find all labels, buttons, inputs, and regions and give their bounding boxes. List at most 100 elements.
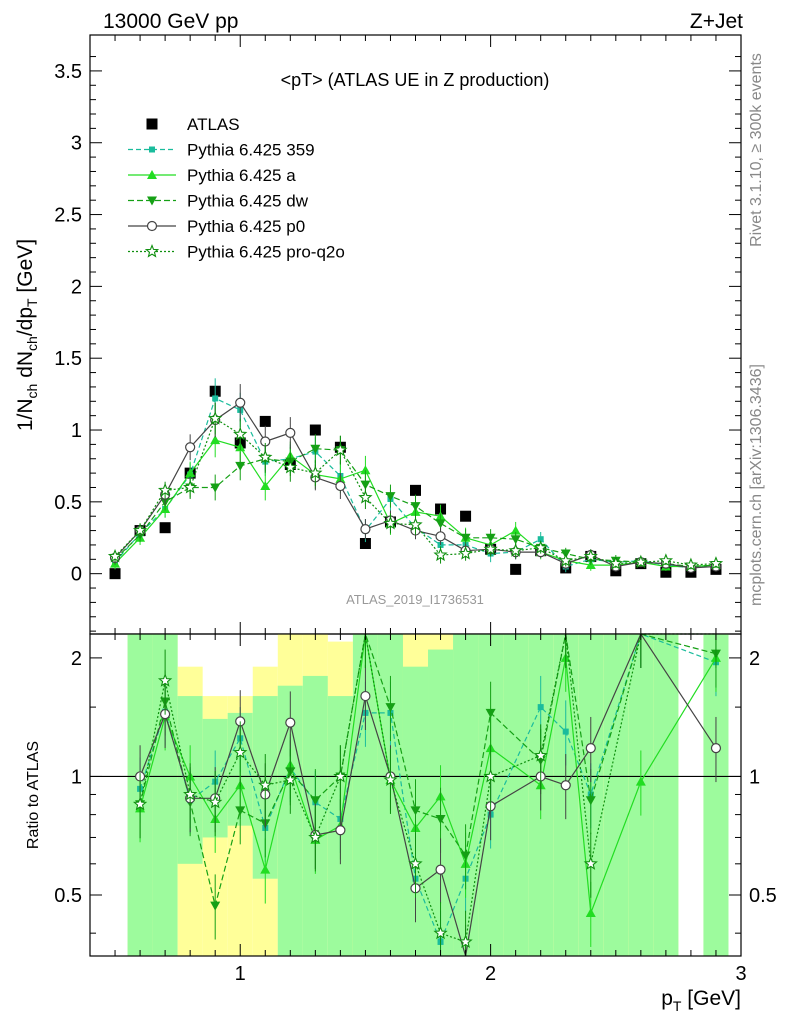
legend-marker — [146, 220, 158, 232]
top-ticks: 0 0.5 1 1.5 2 2.5 3 3.5 — [54, 35, 742, 634]
y-tick-label: 3.5 — [54, 61, 82, 83]
ratio-line — [139, 633, 717, 914]
series-p359 — [112, 378, 719, 573]
mc-point — [132, 523, 148, 537]
data-point — [309, 424, 321, 436]
mc-point — [308, 465, 323, 480]
ratio-point — [208, 794, 223, 809]
y-tick-label: 0 — [71, 564, 82, 586]
mc-point — [508, 543, 523, 557]
legend-label: Pythia 6.425 p0 — [187, 217, 305, 236]
mcplots-label: mcplots.cern.ch [arXiv:1306.3436] — [748, 364, 765, 606]
legend-marker — [149, 146, 155, 153]
ratio-point — [458, 934, 473, 949]
mc-point — [485, 533, 496, 543]
data-point — [259, 415, 271, 427]
ratio-point — [360, 690, 371, 702]
y-tick-label: 2.5 — [54, 205, 82, 227]
ratio-plot-frame — [89, 633, 742, 957]
x-axis-label: pT [GeV] — [661, 987, 741, 1014]
mc-point — [358, 490, 373, 504]
ratio-point — [335, 825, 346, 836]
ratio-point — [308, 829, 323, 844]
data-point — [359, 538, 371, 550]
band-green — [603, 634, 629, 956]
y-tick-label: 1 — [71, 420, 82, 442]
y-tick-label: 2 — [71, 276, 82, 298]
ratio-line — [139, 633, 716, 943]
main-y-axis-label: 1/Nch dNch/dpT [GeV] — [14, 239, 40, 431]
ratio-point — [562, 728, 569, 735]
mc-point — [533, 540, 548, 554]
legend-marker — [147, 196, 157, 206]
mc-point — [335, 480, 346, 492]
ratio-point — [533, 748, 548, 762]
header-right: Z+Jet — [690, 10, 743, 33]
mc-point — [510, 535, 521, 545]
ratio-point — [310, 796, 321, 806]
data-point — [109, 568, 121, 580]
mc-point — [435, 519, 446, 529]
legend-label: Pythia 6.425 a — [187, 166, 296, 185]
mc-point — [608, 556, 623, 570]
mc-point — [212, 395, 219, 402]
ratio-point — [408, 856, 423, 870]
legend-marker — [146, 118, 158, 130]
ratio-point — [483, 768, 498, 783]
mc-point — [210, 483, 221, 493]
header-left: 13000 GeV pp — [103, 10, 238, 33]
legend-label: Pythia 6.425 pro-q2o — [187, 243, 345, 262]
ratio-y-tick-label-right: 1 — [749, 766, 760, 788]
mc-point — [310, 444, 321, 454]
ratio-point — [260, 864, 271, 874]
mc-point — [260, 481, 271, 491]
series-line — [114, 397, 717, 569]
mc-point — [360, 524, 371, 535]
mc-point — [558, 553, 573, 567]
mc-point — [658, 553, 674, 567]
mc-point — [235, 461, 246, 471]
ratio-point — [285, 717, 296, 728]
ratio-y-tick-label: 0.5 — [54, 885, 82, 907]
legend-item: Pythia 6.425 a — [128, 166, 296, 185]
analysis-id: ATLAS_2019_I1736531 — [346, 592, 484, 607]
mc-point — [107, 548, 123, 563]
legend-marker — [147, 170, 157, 179]
mc-point — [285, 427, 296, 438]
y-tick-label: 1.5 — [54, 348, 82, 370]
x-tick-label: 2 — [485, 963, 496, 985]
mc-point — [383, 515, 398, 530]
ratio-plot: 0.5 0.5 1 1 2 2 1 2 3 Ratio to ATLAS pT [GeV] — [25, 632, 777, 1014]
mc-point — [633, 554, 648, 569]
ratio-y-tick-label-right: 0.5 — [749, 885, 777, 907]
ratio-ticks: 0.5 0.5 1 1 2 2 1 2 3 — [54, 634, 777, 985]
ratio-point — [460, 851, 471, 861]
legend-item: Pythia 6.425 dw — [128, 192, 309, 211]
mc-point — [483, 541, 498, 556]
ratio-point — [585, 796, 596, 806]
ratio-point — [435, 814, 446, 824]
ratio-line — [139, 633, 717, 944]
legend-label: Pythia 6.425 dw — [187, 192, 309, 211]
ratio-point — [183, 786, 198, 801]
ratio-point — [710, 743, 722, 754]
legend-item: Pythia 6.425 pro-q2o — [128, 243, 345, 262]
ratio-y-tick-label: 1 — [71, 766, 82, 788]
ratio-point — [157, 673, 173, 687]
ratio-point — [435, 864, 446, 875]
mc-point — [208, 411, 223, 425]
data-point — [510, 563, 522, 575]
main-plot: 0 0.5 1 1.5 2 2.5 3 3.5 <pT> (ATLAS UE in Z pro… — [14, 34, 742, 635]
mc-point — [458, 546, 473, 560]
plot-title: <pT> (ATLAS UE in Z production) — [281, 70, 550, 90]
series-pq2o — [107, 402, 724, 572]
legend-marker — [144, 243, 160, 258]
mc-point — [283, 459, 298, 474]
ratio-point — [635, 776, 646, 786]
x-tick-label: 1 — [235, 963, 246, 985]
mc-point — [258, 449, 273, 464]
ratio-point — [583, 856, 598, 870]
ratio-point — [585, 743, 596, 754]
ratio-point — [235, 806, 246, 816]
mc-point — [185, 442, 196, 453]
